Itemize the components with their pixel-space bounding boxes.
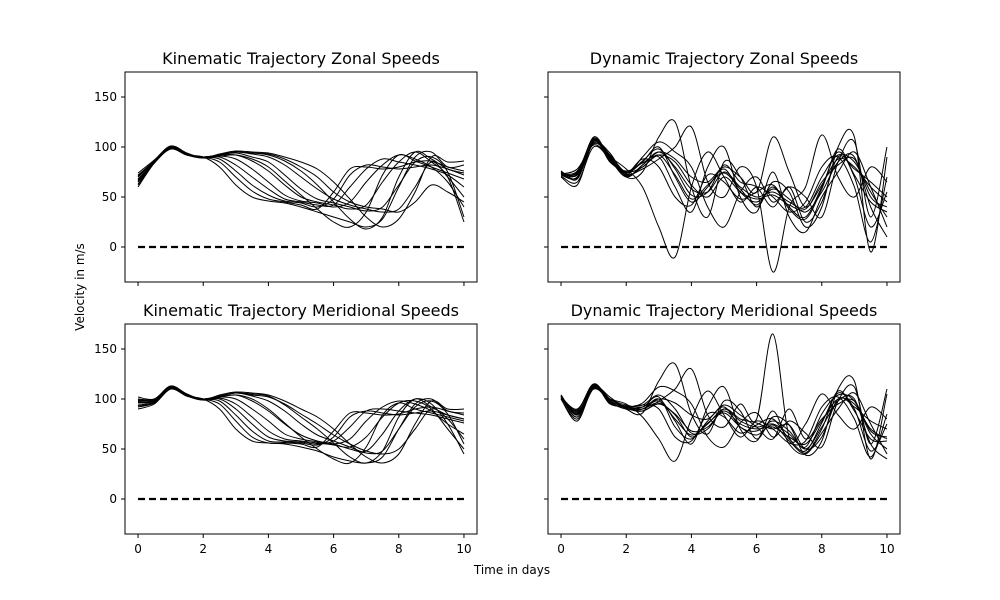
y-tick-label: 100 — [94, 392, 117, 406]
axes-frame — [547, 71, 901, 283]
y-tick-label: 150 — [94, 90, 117, 104]
series-line-10 — [137, 147, 465, 228]
series-line-12 — [137, 386, 465, 465]
series-line-12 — [560, 383, 888, 454]
series-group — [560, 119, 888, 273]
y-tick-label: 0 — [109, 492, 117, 506]
y-axis-label: Velocity in m/s — [73, 243, 87, 331]
subplots: Kinematic Trajectory Zonal Speeds0501001… — [94, 49, 901, 556]
x-tick-label: 8 — [818, 542, 826, 556]
subplot-2: Dynamic Trajectory Zonal Speeds — [544, 49, 901, 286]
x-tick-label: 0 — [134, 542, 142, 556]
x-tick-label: 6 — [330, 542, 338, 556]
series-line-8 — [560, 384, 888, 455]
series-group — [560, 333, 888, 462]
axes-frame — [124, 71, 478, 283]
x-tick-label: 6 — [753, 542, 761, 556]
series-line-11 — [560, 387, 888, 450]
series-line-6 — [560, 362, 888, 460]
series-group — [137, 385, 465, 465]
axes-frame — [124, 323, 478, 535]
series-line-12 — [560, 137, 888, 221]
subplot-title: Kinematic Trajectory Meridional Speeds — [143, 301, 459, 320]
subplot-1: Kinematic Trajectory Zonal Speeds 0 50 100 1… — [94, 49, 478, 286]
subplot-title: Dynamic Trajectory Zonal Speeds — [590, 49, 858, 68]
subplot-title: Dynamic Trajectory Meridional Speeds — [571, 301, 878, 320]
subplot-title: Kinematic Trajectory Zonal Speeds — [162, 49, 440, 68]
y-tick-label: 0 — [109, 240, 117, 254]
series-group — [137, 145, 465, 230]
series-line-10 — [137, 388, 465, 464]
y-tick-label: 100 — [94, 140, 117, 154]
x-tick-label: 10 — [456, 542, 471, 556]
x-tick-label: 2 — [622, 542, 630, 556]
y-tick-label: 50 — [102, 190, 117, 204]
x-tick-label: 0 — [557, 542, 565, 556]
x-tick-label: 8 — [395, 542, 403, 556]
subplot-3: Kinematic Trajectory Meridional Speeds 0 2… — [94, 301, 478, 556]
series-line-7 — [560, 384, 888, 449]
series-line-12 — [137, 146, 465, 228]
x-tick-label: 10 — [879, 542, 894, 556]
series-line-11 — [560, 142, 888, 223]
y-tick-label: 150 — [94, 342, 117, 356]
subplot-4: Dynamic Trajectory Meridional Speeds 0 2 4 6… — [544, 301, 901, 556]
axes-frame — [547, 323, 901, 535]
x-tick-label: 2 — [199, 542, 207, 556]
y-tick-label: 50 — [102, 442, 117, 456]
x-axis-label: Time in days — [473, 563, 550, 577]
x-tick-label: 4 — [265, 542, 273, 556]
x-tick-label: 4 — [688, 542, 696, 556]
series-line-8 — [560, 138, 888, 234]
